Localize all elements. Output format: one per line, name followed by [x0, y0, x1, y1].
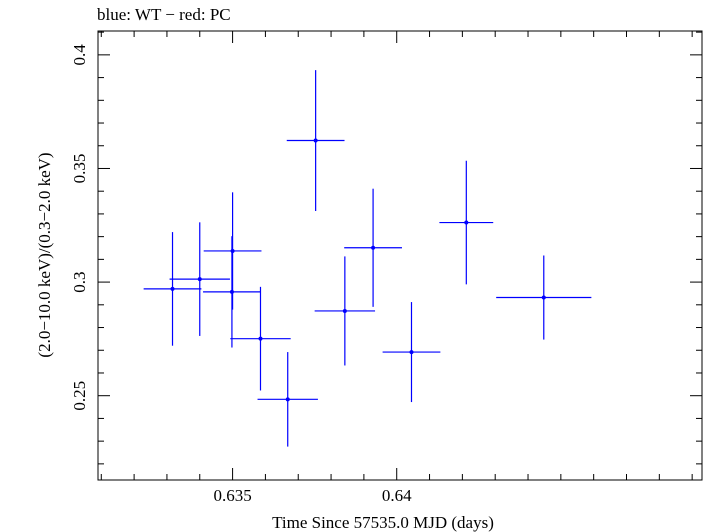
point-marker — [541, 295, 546, 300]
data-point — [314, 256, 376, 366]
data-point — [382, 302, 441, 403]
y-tick-label: 0.4 — [70, 44, 89, 66]
point-marker — [464, 220, 469, 225]
plot-frame — [97, 30, 703, 481]
axis-tick-labels: 0.635 0.64 0.25 0.3 0.35 0.4 — [70, 44, 412, 505]
point-marker — [170, 286, 175, 291]
data-point — [496, 255, 592, 340]
y-tick-label: 0.3 — [70, 271, 89, 292]
y-tick-label: 0.35 — [70, 154, 89, 184]
x-axis-label: Time Since 57535.0 MJD (days) — [272, 513, 494, 532]
data-point — [257, 352, 318, 447]
chart-title: blue: WT − red: PC — [97, 5, 231, 24]
x-tick-label: 0.64 — [382, 486, 412, 505]
y-tick-label: 0.25 — [70, 381, 89, 411]
axis-ticks — [98, 31, 702, 480]
data-point — [203, 236, 261, 348]
point-marker — [230, 248, 235, 253]
point-marker — [197, 277, 202, 282]
data-point — [169, 222, 230, 336]
data-point — [203, 192, 262, 310]
data-point — [286, 70, 345, 211]
data-points — [143, 70, 592, 447]
data-point — [230, 286, 291, 391]
y-axis-label: (2.0−10.0 keV)/(0.3−2.0 keV) — [35, 152, 54, 357]
point-marker — [229, 289, 234, 294]
point-marker — [371, 245, 376, 250]
data-point — [143, 232, 202, 346]
data-point — [344, 188, 402, 307]
point-marker — [313, 138, 318, 143]
data-point — [439, 160, 494, 285]
point-marker — [258, 336, 263, 341]
point-marker — [409, 350, 414, 355]
x-tick-label: 0.635 — [213, 486, 251, 505]
point-marker — [342, 308, 347, 313]
point-marker — [285, 397, 290, 402]
